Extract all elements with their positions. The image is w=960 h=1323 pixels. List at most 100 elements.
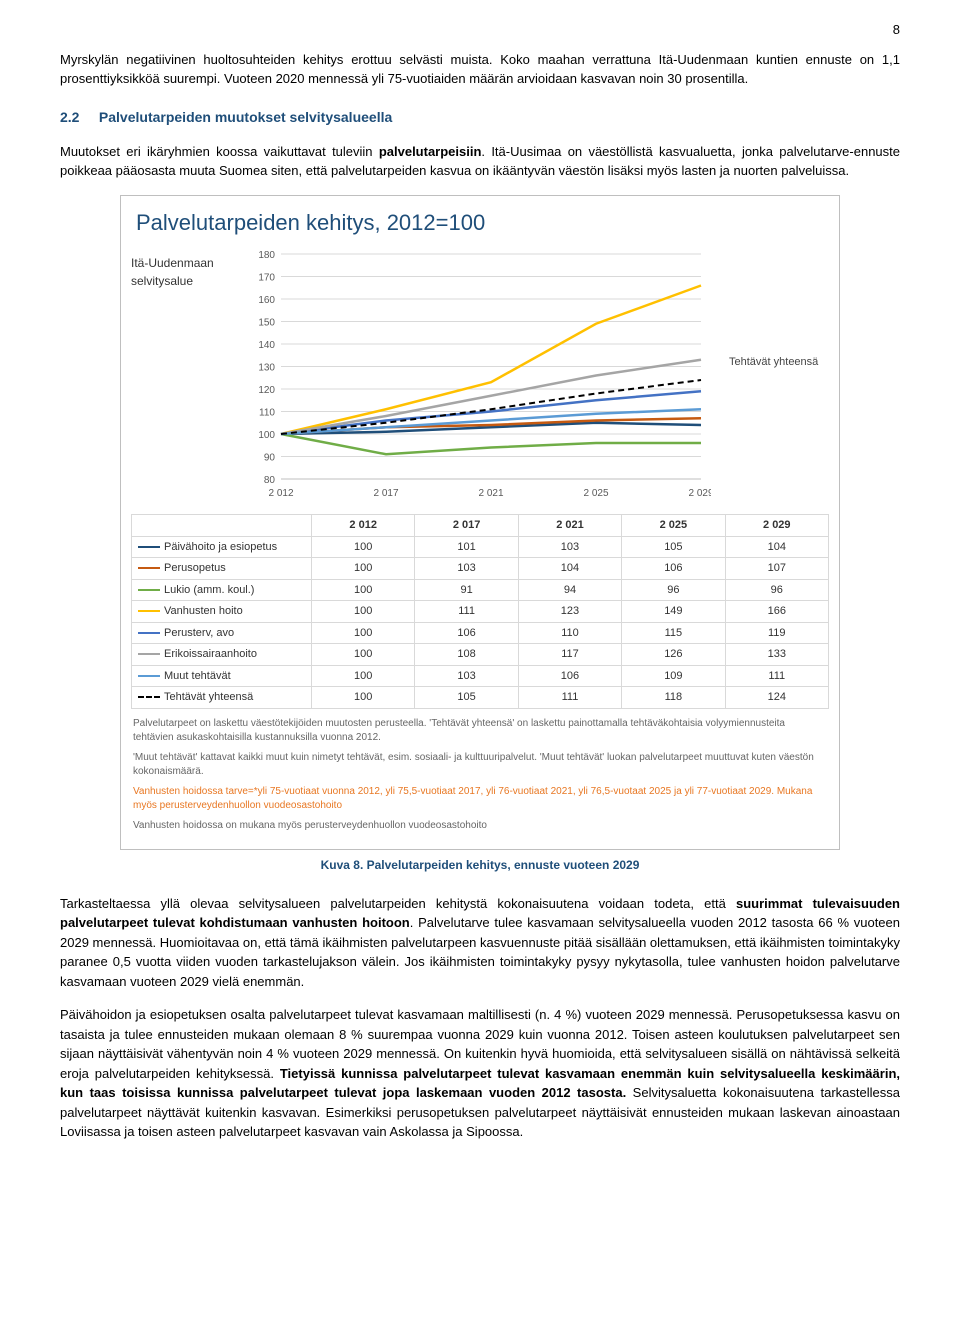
section-number: 2.2 [60,109,79,125]
figure-note-last: Vanhusten hoidossa on mukana myös perust… [133,819,827,833]
table-cell: 110 [518,622,621,644]
table-cell: 166 [725,601,828,623]
series-name: Erikoissairaanhoito [164,648,257,660]
table-cell: 104 [725,536,828,558]
table-series-label: Muut tehtävät [132,665,312,687]
table-cell: 126 [622,644,725,666]
table-cell: 124 [725,687,828,709]
svg-text:80: 80 [264,475,276,486]
table-header-row: 2 0122 0172 0212 0252 029 [132,515,829,537]
table-cell: 100 [312,558,415,580]
paragraph-4: Päivähoidon ja esiopetuksen osalta palve… [60,1005,900,1142]
table-cell: 100 [312,665,415,687]
series-name: Päivähoito ja esiopetus [164,541,277,553]
legend-swatch [138,632,160,634]
section-title: Palvelutarpeiden muutokset selvitysaluee… [99,109,392,125]
paragraph-2a: Muutokset eri ikäryhmien koossa vaikutta… [60,144,379,159]
svg-text:2 025: 2 025 [583,488,608,499]
table-cell: 106 [518,665,621,687]
table-header-year: 2 025 [622,515,725,537]
table-series-label: Erikoissairaanhoito [132,644,312,666]
table-cell: 105 [622,536,725,558]
table-cell: 117 [518,644,621,666]
svg-text:120: 120 [258,385,275,396]
table-cell: 100 [312,644,415,666]
table-cell: 111 [725,665,828,687]
table-cell: 111 [518,687,621,709]
svg-text:150: 150 [258,317,275,328]
figure-title: Palvelutarpeiden kehitys, 2012=100 [121,196,839,244]
table-row: Päivähoito ja esiopetus100101103105104 [132,536,829,558]
section-header: 2.2 Palvelutarpeiden muutokset selvitysa… [60,107,900,128]
figure-note-orange: Vanhusten hoidossa tarve=*yli 75-vuotiaa… [133,785,827,813]
legend-swatch [138,653,160,655]
legend-swatch [138,589,160,591]
table-cell: 103 [415,665,518,687]
table-header-year: 2 021 [518,515,621,537]
legend-swatch [138,546,160,548]
series-name: Lukio (amm. koul.) [164,584,254,596]
paragraph-1: Myrskylän negatiivinen huoltosuhteiden k… [60,50,900,89]
chart-right-label: Tehtävät yhteensä [729,244,829,510]
table-cell: 109 [622,665,725,687]
table-row: Tehtävät yhteensä100105111118124 [132,687,829,709]
figure-caption: Kuva 8. Palvelutarpeiden kehitys, ennust… [60,856,900,874]
table-cell: 133 [725,644,828,666]
paragraph-3a: Tarkasteltaessa yllä olevaa selvitysalue… [60,896,736,911]
legend-swatch [138,696,160,698]
table-cell: 107 [725,558,828,580]
legend-swatch [138,675,160,677]
series-name: Perusopetus [164,562,226,574]
series-name: Muut tehtävät [164,670,231,682]
svg-text:2 029: 2 029 [688,488,711,499]
svg-text:170: 170 [258,272,275,283]
figure-note-1: Palvelutarpeet on laskettu väestötekijöi… [133,717,827,745]
table-cell: 111 [415,601,518,623]
table-cell: 103 [415,558,518,580]
table-series-label: Vanhusten hoito [132,601,312,623]
table-cell: 100 [312,687,415,709]
table-cell: 100 [312,601,415,623]
table-cell: 105 [415,687,518,709]
table-cell: 104 [518,558,621,580]
figure-notes: Palvelutarpeet on laskettu väestötekijöi… [121,709,839,849]
series-name: Perusterv, avo [164,627,234,639]
table-cell: 149 [622,601,725,623]
table-row: Perusopetus 100103104106107 [132,558,829,580]
chart-area: Itä-Uudenmaan selvitysalue 8090100110120… [121,244,839,515]
table-cell: 100 [312,579,415,601]
figure-note-2: 'Muut tehtävät' kattavat kaikki muut kui… [133,751,827,779]
table-row: Perusterv, avo100106110115119 [132,622,829,644]
table-cell: 100 [312,622,415,644]
svg-text:130: 130 [258,362,275,373]
svg-text:180: 180 [258,250,275,261]
table-cell: 119 [725,622,828,644]
table-cell: 106 [415,622,518,644]
legend-swatch [138,610,160,612]
svg-text:2 021: 2 021 [478,488,503,499]
paragraph-2b-bold: palvelutarpeisiin [379,144,482,159]
chart-left-label: Itä-Uudenmaan selvitysalue [131,244,241,510]
table-cell: 91 [415,579,518,601]
table-row: Muut tehtävät 100103106109111 [132,665,829,687]
table-header-year: 2 029 [725,515,828,537]
table-cell: 100 [312,536,415,558]
paragraph-2: Muutokset eri ikäryhmien koossa vaikutta… [60,142,900,181]
svg-text:140: 140 [258,340,275,351]
svg-text:160: 160 [258,295,275,306]
page-number: 8 [60,20,900,40]
chart-svg: 80901001101201301401501601701802 0122 01… [241,244,729,510]
table-cell: 96 [622,579,725,601]
table-series-label: Päivähoito ja esiopetus [132,536,312,558]
table-row: Lukio (amm. koul.)10091949696 [132,579,829,601]
data-table: 2 0122 0172 0212 0252 029 Päivähoito ja e… [131,514,829,709]
table-row: Vanhusten hoito100111123149166 [132,601,829,623]
table-cell: 101 [415,536,518,558]
svg-text:2 017: 2 017 [373,488,398,499]
svg-text:90: 90 [264,452,276,463]
line-chart-svg: 80901001101201301401501601701802 0122 01… [241,244,711,504]
table-header-year: 2 012 [312,515,415,537]
paragraph-3: Tarkasteltaessa yllä olevaa selvitysalue… [60,894,900,992]
table-cell: 106 [622,558,725,580]
table-cell: 123 [518,601,621,623]
